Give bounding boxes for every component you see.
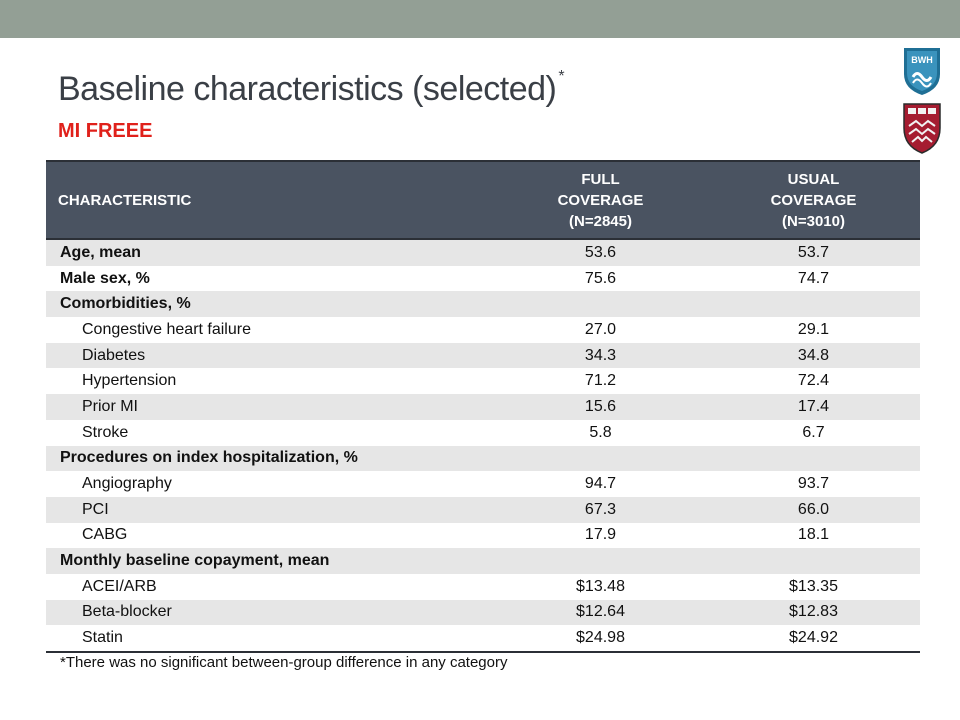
usual-coverage-value: 34.8 (707, 342, 920, 369)
svg-text:BWH: BWH (911, 55, 933, 65)
full-coverage-value (494, 291, 707, 318)
full-coverage-value: $12.64 (494, 599, 707, 626)
table-row: Age, mean 53.6 53.7 (46, 239, 920, 266)
slide-title: Baseline characteristics (selected) * (58, 68, 565, 109)
header-full-coverage: FULL COVERAGE (N=2845) (494, 160, 707, 240)
usual-coverage-value: 93.7 (707, 471, 920, 497)
table-row: Monthly baseline copayment, mean (46, 548, 920, 574)
title-footnote-mark: * (558, 68, 565, 85)
slide-title-text: Baseline characteristics (selected) (58, 70, 557, 108)
table-row: Hypertension 71.2 72.4 (46, 368, 920, 395)
usual-coverage-value: 18.1 (707, 522, 920, 549)
usual-coverage-value (707, 445, 920, 472)
usual-coverage-value: 29.1 (707, 317, 920, 343)
row-label: ACEI/ARB (46, 573, 494, 600)
header-usual-line: COVERAGE (770, 191, 857, 209)
full-coverage-value: 53.6 (494, 239, 707, 266)
row-label: Male sex, % (46, 265, 494, 292)
full-coverage-value: 5.8 (494, 419, 707, 446)
usual-coverage-value: 17.4 (707, 394, 920, 420)
table-row: Prior MI 15.6 17.4 (46, 394, 920, 420)
header-full-line: FULL (581, 170, 620, 188)
full-coverage-value: 17.9 (494, 522, 707, 549)
full-coverage-value: 75.6 (494, 265, 707, 292)
usual-coverage-value: $13.35 (707, 573, 920, 600)
full-coverage-value (494, 548, 707, 574)
table-row: Procedures on index hospitalization, % (46, 445, 920, 472)
usual-coverage-value: 72.4 (707, 368, 920, 395)
header-characteristic: CHARACTERISTIC (46, 160, 494, 240)
top-band (0, 0, 960, 38)
table-row: Male sex, % 75.6 74.7 (46, 265, 920, 292)
row-label: Procedures on index hospitalization, % (46, 445, 494, 472)
usual-coverage-value (707, 548, 920, 574)
header-usual-line: USUAL (787, 170, 840, 188)
footnote: *There was no significant between-group … (60, 654, 508, 671)
row-label: Angiography (46, 471, 494, 497)
row-label: Statin (46, 625, 494, 653)
row-label: Age, mean (46, 239, 494, 266)
full-coverage-value: 71.2 (494, 368, 707, 395)
usual-coverage-value: 6.7 (707, 419, 920, 446)
bwh-logo-icon: BWH (904, 48, 940, 95)
full-coverage-value: 67.3 (494, 496, 707, 523)
table-row: PCI 67.3 66.0 (46, 496, 920, 523)
full-coverage-value: 27.0 (494, 317, 707, 343)
table-header-row: CHARACTERISTIC FULL COVERAGE (N=2845) US… (46, 160, 920, 240)
usual-coverage-value (707, 291, 920, 318)
table-row: Congestive heart failure 27.0 29.1 (46, 317, 920, 343)
table-row: CABG 17.9 18.1 (46, 522, 920, 549)
usual-coverage-value: $12.83 (707, 599, 920, 626)
row-label: PCI (46, 496, 494, 523)
header-full-n: (N=2845) (569, 212, 632, 230)
full-coverage-value (494, 445, 707, 472)
table-row: Statin $24.98 $24.92 (46, 625, 920, 653)
table-row: Angiography 94.7 93.7 (46, 471, 920, 497)
full-coverage-value: 34.3 (494, 342, 707, 369)
usual-coverage-value: 66.0 (707, 496, 920, 523)
slide-subtitle: MI FREEE (58, 120, 153, 142)
baseline-characteristics-table: CHARACTERISTIC FULL COVERAGE (N=2845) US… (46, 160, 920, 653)
header-usual-n: (N=3010) (782, 212, 845, 230)
usual-coverage-value: 53.7 (707, 239, 920, 266)
row-label: CABG (46, 522, 494, 549)
header-usual-coverage: USUAL COVERAGE (N=3010) (707, 160, 920, 240)
usual-coverage-value: $24.92 (707, 625, 920, 653)
row-label: Stroke (46, 419, 494, 446)
full-coverage-value: $13.48 (494, 573, 707, 600)
row-label: Diabetes (46, 342, 494, 369)
full-coverage-value: 94.7 (494, 471, 707, 497)
table-row: Diabetes 34.3 34.8 (46, 342, 920, 369)
full-coverage-value: $24.98 (494, 625, 707, 653)
row-label: Congestive heart failure (46, 317, 494, 343)
full-coverage-value: 15.6 (494, 394, 707, 420)
row-label: Prior MI (46, 394, 494, 420)
table-row: Comorbidities, % (46, 291, 920, 318)
table-row: Stroke 5.8 6.7 (46, 419, 920, 446)
table-row: ACEI/ARB $13.48 $13.35 (46, 573, 920, 600)
table-row: Beta-blocker $12.64 $12.83 (46, 599, 920, 626)
row-label: Monthly baseline copayment, mean (46, 548, 494, 574)
header-full-line: COVERAGE (557, 191, 644, 209)
row-label: Comorbidities, % (46, 291, 494, 318)
row-label: Hypertension (46, 368, 494, 395)
harvard-shield-icon (903, 103, 941, 154)
row-label: Beta-blocker (46, 599, 494, 626)
usual-coverage-value: 74.7 (707, 265, 920, 292)
